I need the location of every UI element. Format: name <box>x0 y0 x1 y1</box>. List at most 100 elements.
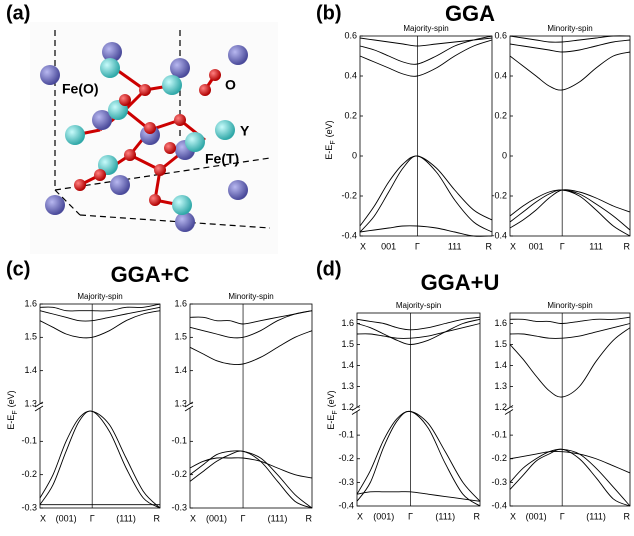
band <box>359 225 493 237</box>
x-tick-label: Γ <box>560 241 565 251</box>
x-tick-label: Γ <box>560 511 565 521</box>
x-tick-label: (001) <box>206 513 227 523</box>
y-tick-label: -0.3 <box>21 502 37 512</box>
x-tick-label: Γ <box>241 513 246 523</box>
y-axis-label: E-EF (eV) <box>6 390 18 429</box>
panel-label: (d) <box>316 258 342 280</box>
axis-break-gap <box>36 404 44 408</box>
band <box>509 189 631 231</box>
y-tick-label: 0.2 <box>494 110 507 120</box>
band <box>356 410 481 507</box>
y-tick-label: -0.4 <box>338 500 354 510</box>
x-tick-label: X <box>360 241 366 251</box>
y-tick-label: 0.6 <box>494 30 507 40</box>
atom-label: Fe(O) <box>62 81 99 97</box>
y-tick-label: 1.2 <box>494 402 507 412</box>
band <box>359 155 493 233</box>
band <box>39 303 161 312</box>
y-tick-label: -0.1 <box>491 430 507 440</box>
y-tick-label: -0.2 <box>341 190 357 200</box>
subplot-title: Majority-spin <box>403 24 448 33</box>
band <box>39 410 161 509</box>
panel-label: (c) <box>6 258 30 280</box>
y-tick-label: 1.6 <box>494 318 507 328</box>
y-tick-label: -0.2 <box>491 190 507 200</box>
x-tick-label: R <box>486 241 493 251</box>
y-axis-label: E-EF (eV) <box>324 120 336 159</box>
band <box>39 306 161 322</box>
axis-break-mark <box>504 405 514 415</box>
y-tick-label: 1.3 <box>174 398 187 408</box>
y-tick-label: 1.6 <box>24 298 37 308</box>
subplot-title: Majority-spin <box>396 301 441 310</box>
y-tick-label: 1.4 <box>341 360 354 370</box>
x-tick-label: 001 <box>529 241 544 251</box>
axis-break-mark <box>184 401 194 412</box>
band <box>189 310 313 339</box>
subplot-title: Minority-spin <box>228 292 273 301</box>
y-tick-label: 1.3 <box>341 381 354 391</box>
band <box>356 316 481 331</box>
x-tick-label: (001) <box>526 511 547 521</box>
chart-title: GGA+C <box>111 262 190 287</box>
x-tick-label: R <box>306 513 313 523</box>
x-tick-label: X <box>510 241 516 251</box>
x-tick-label: R <box>624 241 631 251</box>
plot-frame <box>356 312 481 507</box>
band <box>39 410 161 509</box>
band <box>356 491 481 502</box>
band <box>509 323 631 339</box>
atom-label: Y <box>240 123 250 139</box>
y-axis-label-main: E-E <box>324 145 334 160</box>
y-tick-label: -0.2 <box>338 453 354 463</box>
atom-label: Fe(T) <box>205 151 239 167</box>
y-axis-label-sub: F <box>330 140 337 144</box>
y-tick-label: 0 <box>502 150 507 160</box>
y-tick-label: 1.4 <box>24 365 37 375</box>
y-axis-label-sub: F <box>332 410 339 414</box>
x-tick-label: 001 <box>381 241 396 251</box>
band <box>356 410 481 502</box>
band <box>509 327 631 398</box>
band <box>189 330 313 366</box>
axis-break-mark <box>34 401 44 412</box>
y-tick-label: -0.4 <box>491 500 507 510</box>
x-tick-label: R <box>154 513 161 523</box>
band <box>189 457 313 479</box>
x-tick-label: 111 <box>589 241 603 251</box>
band <box>189 310 313 325</box>
y-tick-label: 1.5 <box>341 339 354 349</box>
y-tick-label: 1.4 <box>174 365 187 375</box>
x-tick-label: X <box>357 511 363 521</box>
band <box>509 450 631 474</box>
band <box>359 35 493 65</box>
y-tick-label: 1.5 <box>494 339 507 349</box>
axis-break-mark <box>351 405 361 415</box>
y-tick-label: 0.2 <box>344 110 357 120</box>
y-axis-label-unit: (eV) <box>326 390 336 407</box>
band <box>509 51 631 91</box>
y-tick-label: -0.1 <box>171 436 187 446</box>
x-tick-label: (001) <box>373 511 394 521</box>
y-tick-label: -0.1 <box>21 436 37 446</box>
y-tick-label: -0.2 <box>171 469 187 479</box>
x-tick-label: (111) <box>116 513 136 523</box>
band <box>359 155 493 227</box>
x-tick-label: X <box>40 513 46 523</box>
y-tick-label: -0.1 <box>338 430 354 440</box>
panel-label: (a) <box>6 2 30 24</box>
y-tick-label: 1.6 <box>174 298 187 308</box>
y-tick-label: -0.3 <box>171 502 187 512</box>
crystal-structure: (a) Fe(O) O Y Fe(T) <box>6 2 278 254</box>
subplot-title: Majority-spin <box>77 292 122 301</box>
subplot-title: Minority-spin <box>547 301 592 310</box>
y-tick-label: 0.4 <box>494 70 507 80</box>
band <box>359 39 493 77</box>
x-tick-label: (111) <box>268 513 288 523</box>
atoms <box>40 42 248 232</box>
y-tick-label: 0 <box>352 150 357 160</box>
x-tick-label: Γ <box>408 511 413 521</box>
axis-break-gap <box>506 407 514 412</box>
y-tick-label: 0.6 <box>344 30 357 40</box>
y-axis-label-unit: (eV) <box>6 390 16 407</box>
